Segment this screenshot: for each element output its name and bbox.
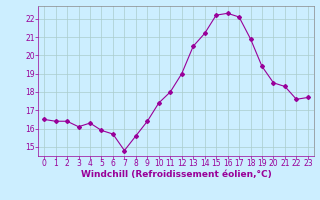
X-axis label: Windchill (Refroidissement éolien,°C): Windchill (Refroidissement éolien,°C) bbox=[81, 170, 271, 179]
